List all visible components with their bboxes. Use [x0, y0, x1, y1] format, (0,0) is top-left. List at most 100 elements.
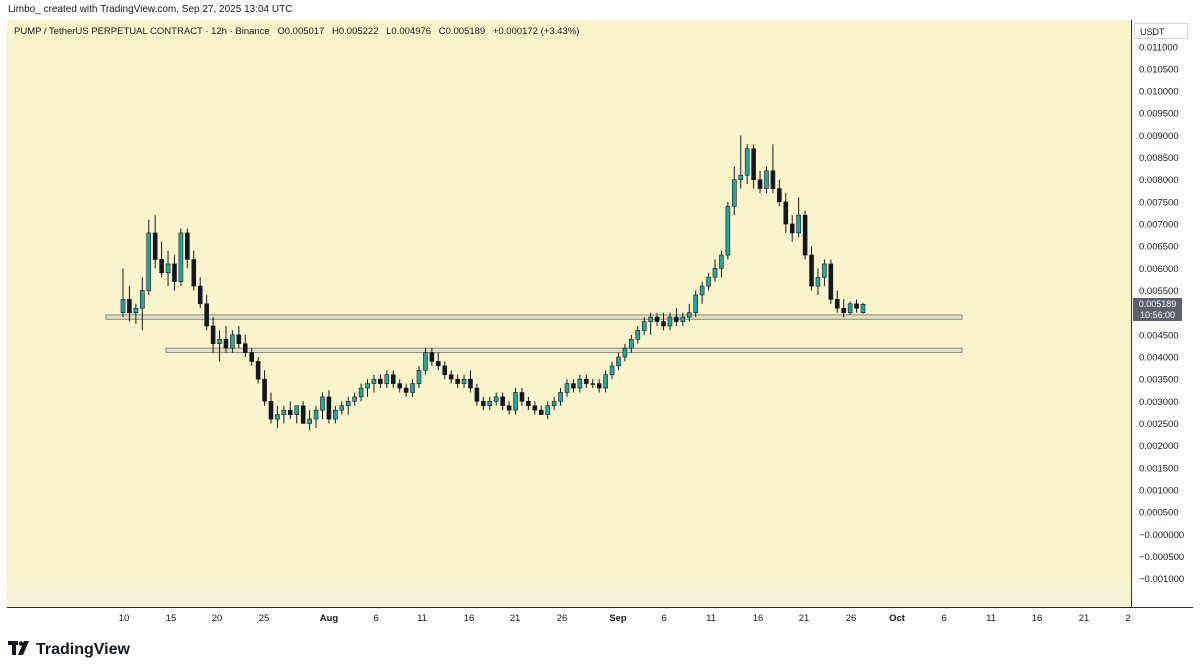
candle: [300, 401, 306, 424]
candle-body: [159, 259, 164, 274]
candle-body: [474, 387, 480, 402]
chart-pane[interactable]: [7, 20, 1131, 607]
candle-body: [616, 356, 621, 367]
candle-body: [577, 378, 583, 389]
candle: [847, 301, 853, 315]
candle-body: [281, 409, 287, 415]
candle-body: [294, 405, 300, 415]
candle-body: [468, 378, 473, 389]
candle-body: [365, 383, 370, 389]
time-tick-label: 11: [986, 613, 996, 624]
candle-body: [757, 179, 763, 189]
legend-open: O0.005017: [277, 26, 325, 37]
candle-body: [732, 179, 737, 207]
candle: [255, 357, 261, 384]
candle: [674, 308, 679, 326]
currency-selector[interactable]: USDT: [1134, 23, 1188, 39]
candle: [834, 290, 840, 313]
candle-body: [262, 378, 267, 402]
candle: [493, 392, 499, 406]
tradingview-logo-icon: [8, 640, 32, 655]
price-tick-label: 0.006000: [1139, 264, 1179, 275]
support-zone: [165, 347, 963, 354]
price-tick-label: 0.003000: [1139, 397, 1179, 408]
candle-body: [770, 170, 776, 189]
candle: [275, 405, 280, 428]
candle: [841, 299, 846, 318]
candle: [120, 268, 126, 318]
candle: [410, 379, 415, 397]
last-price-value: 0.005189: [1138, 299, 1177, 309]
candle: [558, 388, 563, 406]
candle-body: [178, 232, 184, 282]
candle-body: [442, 365, 448, 376]
candle-body: [854, 303, 859, 309]
candle-body: [185, 232, 190, 260]
candle-body: [551, 401, 557, 407]
time-tick-label: 21: [1079, 613, 1090, 624]
candle: [448, 370, 454, 384]
candle: [146, 219, 152, 295]
candle-body: [326, 396, 332, 420]
candle-body: [712, 268, 718, 278]
candle: [345, 396, 351, 415]
candle-body: [706, 276, 711, 287]
candle: [436, 352, 441, 371]
candle: [152, 215, 158, 269]
time-tick-label: 26: [557, 613, 568, 624]
candle: [249, 348, 254, 366]
candle: [262, 370, 267, 406]
tradingview-logo-text: TradingView: [36, 641, 130, 658]
candle: [802, 210, 808, 260]
candle-body: [133, 307, 139, 313]
price-tick-label: 0.005500: [1139, 286, 1179, 297]
candle-body: [538, 409, 544, 415]
candle: [635, 325, 641, 344]
candle-body: [777, 188, 782, 203]
candle-body: [738, 174, 744, 181]
candle-body: [532, 405, 538, 411]
candle-body: [268, 401, 274, 420]
time-tick-label: 10: [119, 613, 130, 624]
price-tick-label: 0.002000: [1139, 441, 1179, 452]
candle-body: [352, 396, 357, 402]
candle: [365, 379, 370, 397]
candle-body: [699, 285, 705, 296]
candle-body: [275, 414, 280, 420]
tradingview-logo[interactable]: TradingView: [8, 640, 130, 659]
candle: [686, 303, 692, 322]
time-axis[interactable]: [7, 607, 1193, 630]
candle: [461, 374, 467, 389]
price-tick-label: 0.000500: [1139, 508, 1179, 519]
candle: [172, 255, 177, 291]
candle-body: [558, 392, 563, 402]
candle: [513, 388, 518, 415]
candle: [596, 379, 602, 393]
candle: [693, 290, 698, 318]
candle: [860, 302, 866, 314]
candle: [339, 401, 345, 415]
candle: [281, 405, 287, 424]
time-tick-label: Aug: [320, 613, 339, 624]
time-tick-label: 16: [753, 613, 764, 624]
candle-body: [371, 378, 377, 384]
candle: [738, 135, 744, 189]
candle: [629, 334, 634, 353]
time-tick-label: 15: [166, 613, 177, 624]
candle: [648, 312, 653, 335]
candle-body: [564, 383, 570, 393]
candle: [313, 405, 319, 428]
candle: [268, 392, 274, 424]
candle: [744, 144, 750, 185]
candle-body: [172, 263, 177, 282]
candle: [532, 401, 538, 415]
candle-body: [545, 405, 550, 415]
candle: [217, 330, 222, 362]
price-tick-label: −0.001000: [1139, 574, 1184, 585]
time-tick-label: 6: [373, 613, 378, 624]
candle: [429, 348, 435, 366]
candle: [197, 277, 203, 309]
candle-body: [725, 206, 731, 256]
legend-symbol[interactable]: PUMP / TetherUS PERPETUAL CONTRACT · 12h…: [14, 26, 270, 37]
